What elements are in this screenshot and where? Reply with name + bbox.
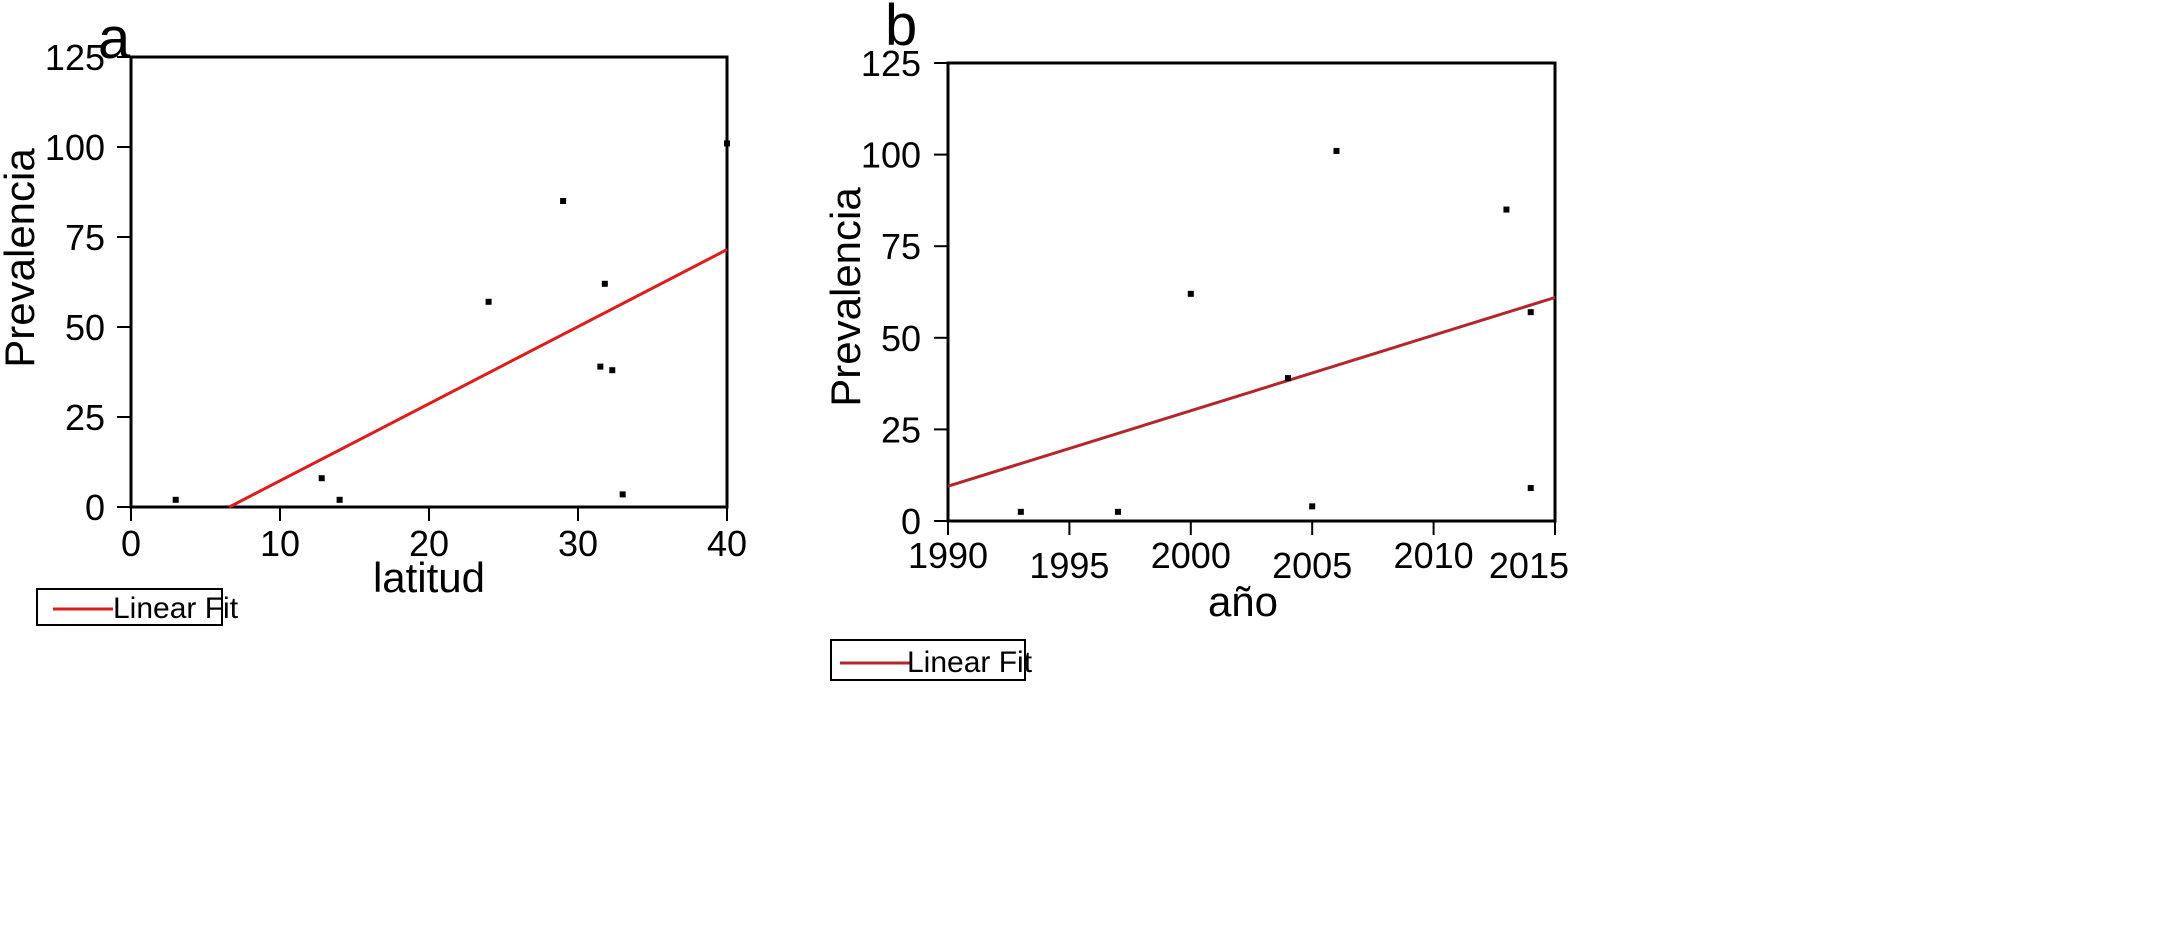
x-ticks-a: 0 10 20 30 40 [121, 507, 747, 564]
points-b [1017, 147, 1534, 515]
legend-label-b: Linear Fit [907, 646, 1033, 679]
data-point [724, 140, 730, 147]
plot-frame-b [946, 61, 1557, 523]
y-tick-label: 125 [45, 37, 105, 78]
panel-letter-b: b [885, 0, 917, 58]
legend-box-b [830, 639, 1026, 681]
legend-a: Linear Fit [36, 588, 239, 626]
x-tick-label: 1990 [908, 535, 988, 576]
data-point [560, 198, 567, 204]
data-point [609, 367, 616, 374]
data-point [1284, 375, 1291, 382]
x-tick-label: 10 [260, 523, 300, 564]
x-tick-label: 2005 [1272, 545, 1352, 586]
x-tick-label: 2010 [1394, 535, 1474, 576]
data-point [1333, 147, 1340, 154]
y-ticks-a: 0 25 50 75 100 125 [45, 37, 131, 528]
data-point [1017, 508, 1024, 515]
legend-box-a [36, 588, 223, 626]
y-tick-label: 0 [85, 487, 105, 528]
y-tick-label: 125 [861, 43, 921, 84]
x-tick-label: 2015 [1489, 545, 1569, 586]
data-point [597, 363, 604, 370]
x-tick-label: 30 [558, 523, 598, 564]
chart-panel-a: a 0 25 50 75 100 125 0 10 20 30 40 latitud Preval… [0, 6, 747, 626]
points-a [172, 140, 730, 503]
y-tick-label: 75 [881, 226, 921, 267]
x-tick-label: 40 [707, 523, 747, 564]
fit-line-a [228, 248, 728, 509]
x-tick-label: 0 [121, 523, 141, 564]
y-tick-label: 50 [65, 307, 105, 348]
y-tick-label: 75 [65, 217, 105, 258]
x-axis-label-b: año [1208, 578, 1278, 625]
data-point [1503, 206, 1510, 213]
fit-line-b [947, 296, 1556, 488]
chart-panel-b: b 0 25 50 75 100 125 1990 1995 2000 2005 2010 2015… [822, 0, 1569, 681]
y-axis-label-a: Prevalencia [0, 148, 43, 368]
legend-label-a: Linear Fit [113, 592, 239, 625]
x-tick-label: 20 [409, 523, 449, 564]
legend-b: Linear Fit [830, 639, 1033, 681]
data-point [619, 491, 626, 498]
y-axis-label-b: Prevalencia [822, 187, 869, 407]
x-tick-label: 1995 [1029, 545, 1109, 586]
y-tick-label: 25 [881, 409, 921, 450]
panel-letter-a: a [98, 6, 131, 71]
x-axis-label-a: latitud [373, 554, 485, 601]
y-tick-label: 100 [45, 127, 105, 168]
y-ticks-b: 0 25 50 75 100 125 [861, 43, 948, 542]
data-point [1114, 508, 1121, 515]
data-point [336, 496, 343, 503]
y-tick-label: 100 [861, 135, 921, 176]
data-point [172, 496, 179, 503]
x-tick-label: 2000 [1151, 535, 1231, 576]
data-point [601, 280, 608, 287]
y-tick-label: 50 [881, 318, 921, 359]
data-point [1527, 309, 1534, 316]
y-tick-label: 25 [65, 397, 105, 438]
data-point [485, 298, 492, 305]
plot-frame-a [129, 55, 729, 509]
y-tick-label: 0 [901, 501, 921, 542]
x-ticks-b: 1990 1995 2000 2005 2010 2015 [908, 521, 1569, 586]
data-point [1309, 503, 1316, 510]
data-point [1527, 485, 1534, 492]
data-point [1187, 290, 1194, 297]
data-point [318, 475, 325, 482]
